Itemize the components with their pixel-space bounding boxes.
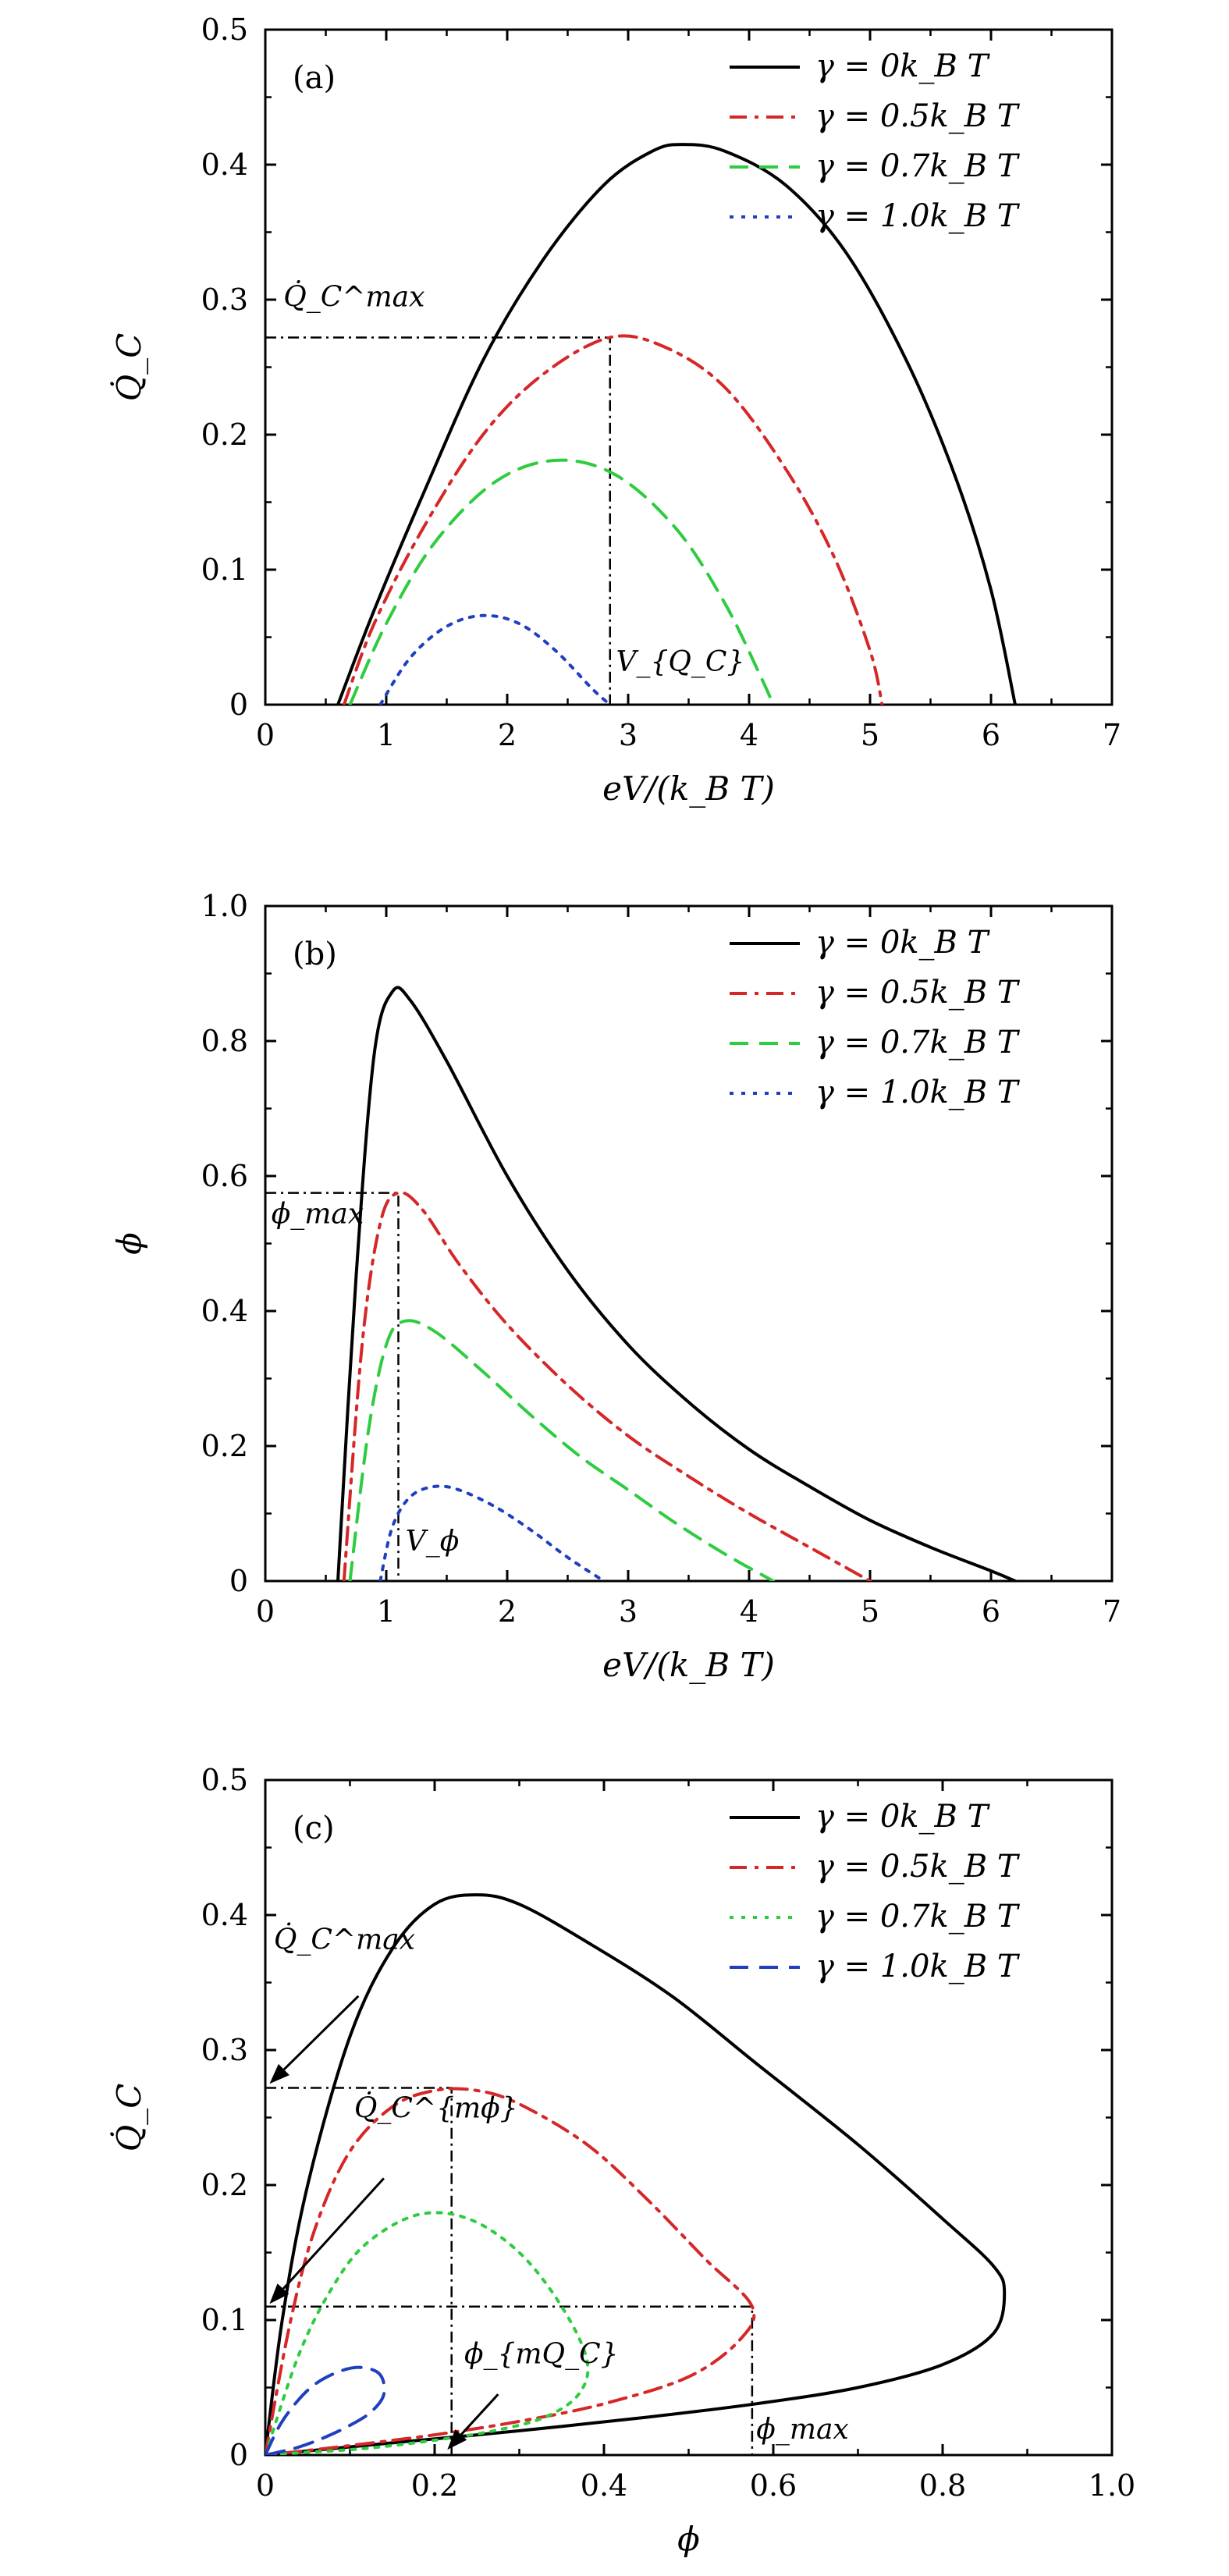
y-tick-label: 0.4: [201, 1898, 248, 1932]
series-line-3: [265, 2211, 590, 2455]
chart-panel-1: 0 1 2 3 4 5 6 7 0 0.1 0.2 0.3 0.4 0.5 eV/(k_B T) Q̇_C (a…: [109, 12, 1121, 808]
y-axis-label: Q̇_C: [109, 2084, 148, 2152]
x-tick-label: 7: [1103, 718, 1121, 752]
y-tick-label: 0.2: [201, 2168, 248, 2202]
annotation-1: Q̇_C^max: [283, 281, 424, 314]
y-tick-label: 0.8: [201, 1024, 248, 1058]
panel-label: (a): [293, 60, 336, 96]
series-line-3: [348, 458, 775, 705]
x-tick-label: 0.4: [581, 2468, 627, 2503]
y-tick-label: 0.2: [201, 1429, 248, 1463]
y-tick-label: 0.3: [201, 2033, 248, 2067]
series-line-4: [265, 2365, 386, 2455]
y-tick-label: 0: [229, 1564, 248, 1598]
legend-label-2: γ = 0.5k_B T: [815, 975, 1021, 1011]
annotation-4: ϕ_max: [756, 2414, 848, 2446]
y-tick-label: 0.4: [201, 1294, 248, 1328]
legend-label-2: γ = 0.5k_B T: [815, 1849, 1021, 1885]
guide-line: [265, 336, 611, 705]
annotation-1: Q̇_C^max: [274, 1924, 415, 1956]
series-line-1: [265, 1893, 1007, 2455]
panel-label: (c): [293, 1810, 335, 1846]
series-line-2: [342, 1191, 872, 1581]
series-line-3: [348, 1319, 775, 1581]
x-tick-label: 5: [861, 1594, 879, 1629]
series-line-1: [336, 986, 1017, 1581]
x-axis-label: eV/(k_B T): [602, 769, 775, 808]
y-axis-label: Q̇_C: [109, 333, 148, 402]
x-tick-label: 3: [619, 1594, 638, 1629]
y-tick-label: 1.0: [201, 889, 248, 923]
x-tick-label: 6: [982, 1594, 1000, 1629]
guide-line-max: [265, 2087, 453, 2455]
x-axis-label: eV/(k_B T): [602, 1646, 775, 1684]
x-tick-label: 0: [256, 718, 275, 752]
arrow-qmax-head: [269, 2063, 289, 2084]
arrow-qmax-shaft: [282, 1995, 360, 2071]
x-tick-label: 0.2: [411, 2468, 458, 2503]
x-tick-label: 5: [861, 718, 879, 752]
legend-label-4: γ = 1.0k_B T: [815, 198, 1021, 234]
y-tick-label: 0.4: [201, 147, 248, 182]
y-tick-label: 0.6: [201, 1159, 248, 1193]
annotation-2: V_ϕ: [406, 1526, 460, 1558]
x-tick-label: 1.0: [1089, 2468, 1135, 2503]
legend-label-3: γ = 0.7k_B T: [815, 148, 1021, 184]
series-group: [265, 1893, 1007, 2455]
arrow-phimqc-head: [447, 2429, 467, 2450]
y-tick-label: 0.1: [201, 2303, 248, 2337]
annotation-2: Q̇_C^{mϕ}: [354, 2092, 518, 2125]
y-tick-label: 0.1: [201, 553, 248, 587]
legend-label-2: γ = 0.5k_B T: [815, 98, 1021, 134]
arrow-qmphi-head: [269, 2283, 289, 2304]
annotation-1: ϕ_max: [272, 1199, 364, 1231]
legend-label-3: γ = 0.7k_B T: [815, 1899, 1021, 1935]
x-tick-label: 1: [377, 1594, 396, 1629]
y-tick-label: 0.5: [201, 1763, 248, 1797]
y-tick-label: 0.5: [201, 12, 248, 47]
guide-line: [265, 1192, 400, 1581]
x-tick-label: 0.6: [750, 2468, 797, 2503]
x-tick-label: 2: [498, 1594, 517, 1629]
y-tick-label: 0: [229, 2438, 248, 2472]
chart-panel-2: 0 1 2 3 4 5 6 7 0 0.2 0.4 0.6 0.8 1.0 eV/(k_B T) ϕ (b) γ …: [110, 889, 1121, 1684]
series-line-4: [378, 1484, 606, 1581]
series-line-4: [378, 613, 612, 705]
series-group: [336, 143, 1017, 705]
x-tick-label: 0: [256, 2468, 275, 2503]
arrow-phimqc-shaft: [460, 2393, 499, 2436]
x-tick-label: 4: [740, 1594, 758, 1629]
x-tick-label: 2: [498, 718, 517, 752]
legend-label-1: γ = 0k_B T: [815, 925, 991, 961]
y-tick-label: 0: [229, 688, 248, 722]
x-tick-label: 1: [377, 718, 396, 752]
series-line-2: [342, 334, 884, 705]
legend-label-1: γ = 0k_B T: [815, 1799, 991, 1835]
legend-label-4: γ = 1.0k_B T: [815, 1949, 1021, 1984]
x-tick-label: 7: [1103, 1594, 1121, 1629]
legend-label-1: γ = 0k_B T: [815, 48, 991, 84]
panel-label: (b): [293, 936, 337, 972]
y-tick-label: 0.2: [201, 417, 248, 452]
series-line-2: [265, 2087, 756, 2455]
x-tick-label: 6: [982, 718, 1000, 752]
arrow-qmphi-shaft: [282, 2177, 385, 2290]
series-line-1: [336, 143, 1017, 705]
legend-label-4: γ = 1.0k_B T: [815, 1075, 1021, 1110]
x-tick-label: 0.8: [919, 2468, 966, 2503]
x-tick-label: 3: [619, 718, 638, 752]
y-tick-label: 0.3: [201, 282, 248, 317]
guide-line-phimax: [265, 2305, 754, 2455]
chart-panel-3: 0 0.2 0.4 0.6 0.8 1.0 0 0.1 0.2 0.3 0.4 0.5 ϕ Q̇_C (c)…: [109, 1763, 1135, 2558]
annotation-3: ϕ_{mQ_C}: [464, 2338, 619, 2370]
annotation-2: V_{Q_C}: [616, 646, 745, 678]
x-tick-label: 0: [256, 1594, 275, 1629]
y-axis-label: ϕ: [110, 1232, 148, 1255]
x-tick-label: 4: [740, 718, 758, 752]
series-group: [336, 986, 1017, 1581]
x-axis-label: ϕ: [677, 2520, 700, 2558]
legend-label-3: γ = 0.7k_B T: [815, 1025, 1021, 1061]
